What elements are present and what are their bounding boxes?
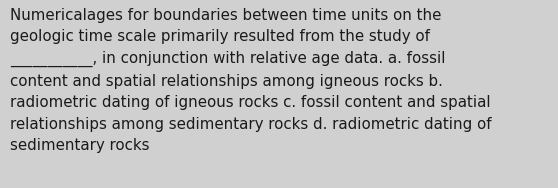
Text: Numericalages for boundaries between time units on the
geologic time scale prima: Numericalages for boundaries between tim… (10, 8, 492, 153)
